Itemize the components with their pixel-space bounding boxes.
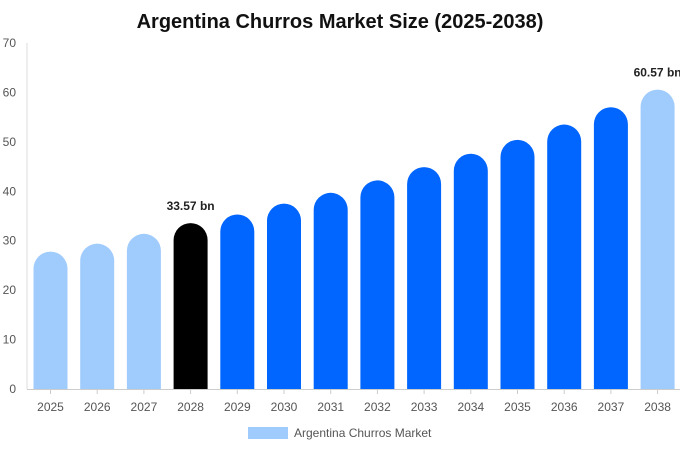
y-tick-label: 40 (3, 184, 17, 198)
bar[interactable] (500, 139, 535, 389)
bar[interactable] (267, 203, 301, 389)
y-tick-label: 50 (3, 135, 17, 149)
bar-series (33, 89, 675, 390)
y-tick-label: 0 (9, 382, 16, 396)
data-label: 33.57 bn (167, 199, 215, 213)
y-axis: 0 10 20 30 40 50 60 70 (3, 36, 28, 396)
y-tick-label: 20 (3, 283, 17, 297)
x-tick-label: 2027 (131, 400, 158, 414)
bar[interactable] (407, 167, 442, 389)
bar[interactable] (173, 223, 208, 389)
bar[interactable] (33, 251, 68, 389)
x-tick-label: 2029 (224, 400, 251, 414)
x-tick-label: 2030 (271, 400, 298, 414)
x-tick-label: 2033 (411, 400, 438, 414)
x-tick-label: 2028 (177, 400, 204, 414)
legend[interactable]: Argentina Churros Market (248, 426, 432, 440)
x-tick-label: 2037 (598, 400, 625, 414)
bar[interactable] (640, 89, 675, 389)
y-tick-label: 10 (3, 333, 17, 347)
bar[interactable] (360, 180, 395, 389)
x-axis: 2025 2026 2027 2028 2029 2030 2031 2032 2033 2034… (27, 389, 680, 414)
bar[interactable] (593, 107, 628, 389)
legend-label: Argentina Churros Market (294, 426, 432, 440)
bar[interactable] (126, 233, 161, 389)
chart-title: Argentina Churros Market Size (2025-2038… (137, 11, 544, 33)
x-tick-label: 2034 (457, 400, 484, 414)
data-label: 60.57 bn (634, 66, 680, 80)
legend-swatch (248, 427, 288, 439)
data-labels: 33.57 bn 60.57 bn (167, 66, 680, 213)
x-tick-label: 2025 (37, 400, 64, 414)
y-tick-label: 30 (3, 234, 17, 248)
x-tick-label: 2035 (504, 400, 531, 414)
y-tick-label: 70 (3, 36, 17, 50)
bar[interactable] (547, 124, 582, 390)
bar[interactable] (453, 153, 488, 389)
x-tick-label: 2026 (84, 400, 111, 414)
x-tick-label: 2036 (551, 400, 578, 414)
bar[interactable] (313, 192, 348, 389)
bar[interactable] (220, 214, 255, 389)
y-tick-label: 60 (3, 85, 17, 99)
bar[interactable] (80, 243, 115, 389)
x-tick-label: 2038 (644, 400, 671, 414)
x-tick-label: 2031 (317, 400, 344, 414)
x-tick-label: 2032 (364, 400, 391, 414)
